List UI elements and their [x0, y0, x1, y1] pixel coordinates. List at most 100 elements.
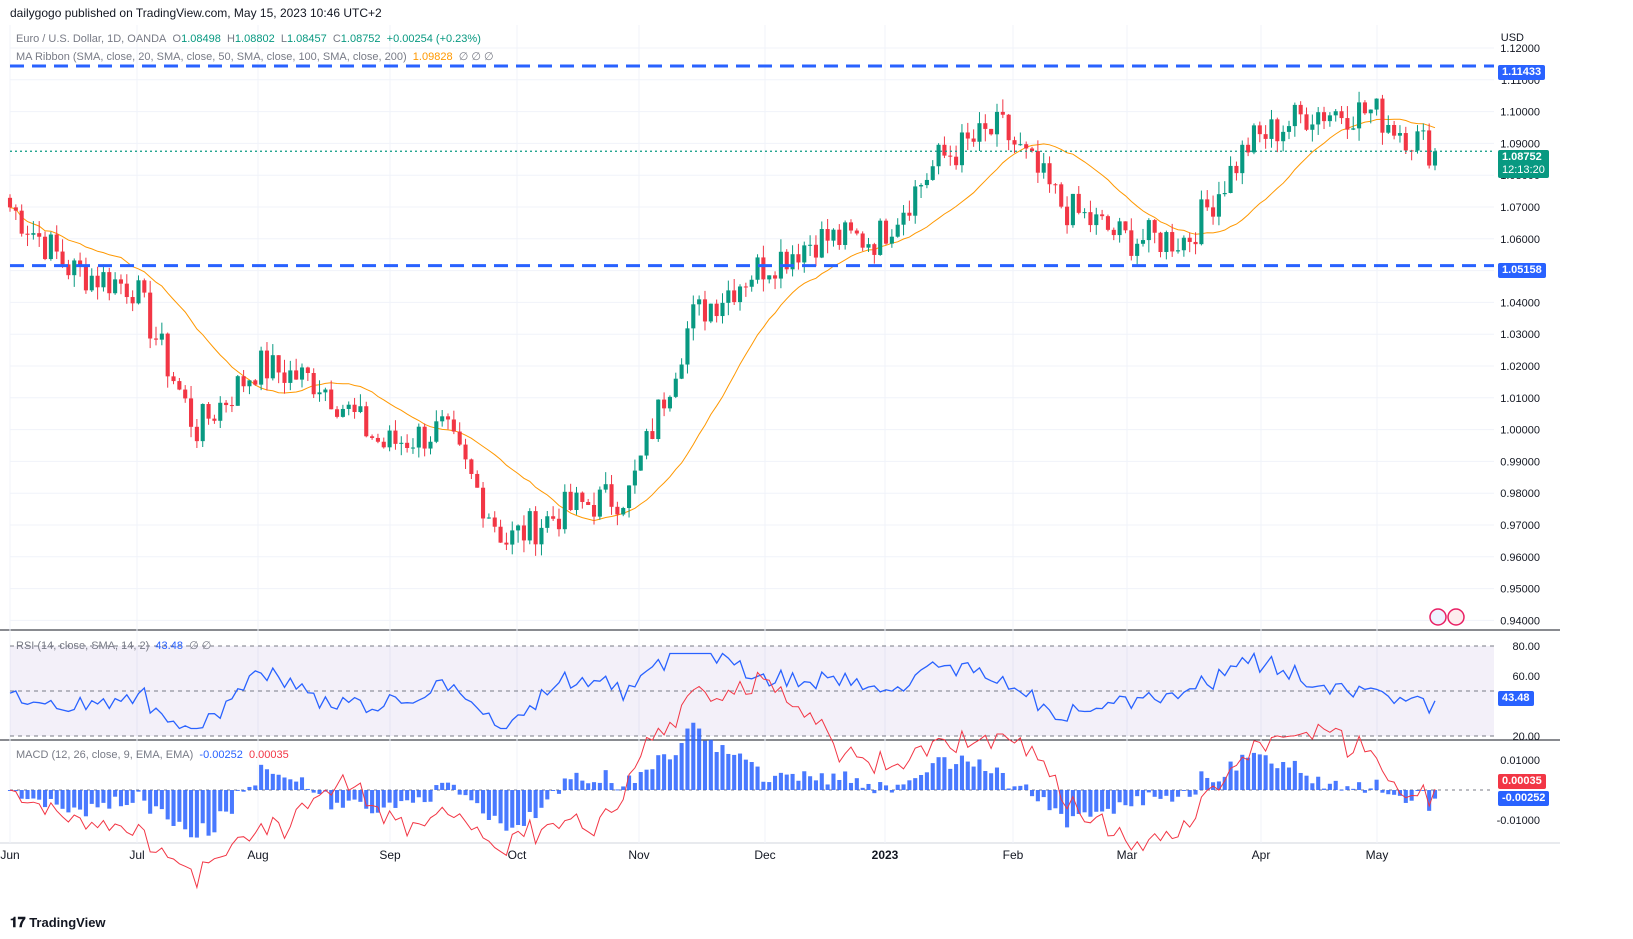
macd-histogram-bar: [335, 790, 340, 803]
price-tick-label: 0.96000: [1500, 552, 1540, 564]
signal-value: 0.00035: [248, 749, 289, 761]
macd-histogram-bar: [95, 790, 100, 808]
macd-signal-line: [9, 671, 1436, 890]
macd-histogram-bar: [282, 777, 287, 790]
candle-body: [737, 286, 743, 303]
macd-histogram-bar: [118, 790, 124, 807]
macd-histogram-bar: [901, 784, 906, 790]
macd-histogram-bar: [959, 755, 964, 790]
macd-legend: MACD (12, 26, close, 9, EMA, EMA) -0.002…: [16, 749, 289, 761]
macd-histogram-bar: [1222, 776, 1227, 790]
macd-histogram-bar: [819, 773, 824, 790]
macd-histogram-bar: [907, 780, 912, 790]
candle-body: [25, 233, 30, 235]
candle-body: [218, 402, 223, 421]
candle-body: [1129, 230, 1134, 256]
macd-histogram-bar: [247, 786, 252, 790]
candle-body: [1281, 131, 1286, 142]
macd-histogram-bar: [264, 769, 270, 790]
signal-badge: 0.00035: [1498, 774, 1546, 789]
macd-histogram-bar: [1357, 782, 1362, 790]
macd-histogram-bar: [451, 784, 456, 790]
candle-body: [586, 501, 591, 506]
macd-histogram-bar: [1105, 790, 1110, 809]
macd-histogram-bar: [919, 774, 924, 790]
candle-body: [1321, 112, 1327, 122]
macd-histogram-bar: [1140, 790, 1146, 806]
candle-body: [936, 144, 941, 167]
candle-body: [650, 431, 655, 439]
macd-histogram-bar: [1432, 790, 1438, 799]
macd-histogram-bar: [1059, 790, 1064, 814]
macd-histogram-bar: [428, 790, 433, 802]
candle-body: [1392, 124, 1397, 136]
macd-histogram-bar: [1199, 771, 1204, 790]
candle-body: [229, 405, 234, 407]
candle-body: [200, 404, 205, 442]
eu-flag-icon: [1429, 608, 1447, 626]
last-price: 1.08752: [1502, 151, 1542, 163]
macd-histogram-bar: [720, 745, 725, 790]
candle-body: [878, 220, 883, 255]
candle-body: [1240, 144, 1245, 174]
candle-body: [282, 372, 287, 383]
candle-body: [556, 518, 562, 530]
candle-body: [159, 333, 164, 340]
ma-20-line: [9, 118, 1436, 522]
candle-body: [1211, 207, 1216, 217]
candle-body: [965, 132, 970, 139]
macd-histogram-bar: [1146, 790, 1151, 793]
macd-histogram-bar: [1316, 776, 1321, 790]
macd-histogram-bar: [224, 790, 229, 812]
candle-body: [463, 444, 468, 460]
candle-body: [335, 409, 340, 417]
macd-histogram-bar: [1117, 790, 1122, 803]
candle-body: [475, 473, 480, 488]
macd-histogram-bar: [66, 790, 71, 813]
candle-body: [130, 297, 135, 304]
macd-histogram-bar: [1047, 790, 1052, 811]
macd-histogram-bar: [545, 790, 550, 800]
price-tick-label: 1.06000: [1500, 234, 1540, 246]
macd-histogram-bar: [54, 790, 59, 805]
time-tick-label: 2023: [872, 848, 899, 862]
candle-body: [1082, 212, 1087, 214]
macd-histogram-bar: [1175, 790, 1181, 797]
candle-body: [247, 380, 252, 387]
candle-body: [445, 416, 451, 420]
macd-histogram-bar: [498, 790, 503, 824]
candle-body: [510, 530, 515, 545]
candle-body: [1421, 130, 1426, 132]
macd-histogram-bar: [737, 753, 743, 790]
macd-histogram-bar: [860, 787, 865, 790]
candle-body: [1216, 194, 1221, 217]
macd-histogram-bar: [1000, 772, 1005, 790]
tradingview-logo[interactable]: 𝟏𝟕 TradingView: [10, 914, 106, 931]
chart-frame[interactable]: 1.120001.110001.100001.090001.080001.070…: [0, 25, 1633, 910]
price-tick-label: 1.04000: [1500, 297, 1540, 309]
candle-body: [574, 492, 579, 510]
support-badge: 1.05158: [1498, 263, 1546, 278]
macd-histogram-bar: [294, 781, 299, 790]
chart-canvas[interactable]: 1.120001.110001.100001.090001.080001.070…: [0, 25, 1633, 910]
time-tick-label: Sep: [379, 848, 401, 862]
macd-histogram-bar: [1205, 777, 1210, 790]
candle-body: [1316, 112, 1321, 125]
macd-histogram-bar: [329, 790, 334, 810]
macd-histogram-bar: [627, 775, 632, 790]
macd-histogram-bar: [866, 783, 871, 790]
candle-body: [942, 144, 947, 156]
time-tick-label: Dec: [754, 848, 775, 862]
macd-histogram-bar: [825, 784, 830, 790]
macd-histogram-bar: [440, 782, 445, 790]
candle-body: [983, 123, 988, 129]
macd-histogram-bar: [1216, 781, 1221, 790]
candle-body: [153, 338, 159, 340]
candle-body: [1065, 206, 1070, 226]
candle-body: [1187, 237, 1192, 242]
candle-body: [393, 430, 398, 444]
candle-body: [305, 367, 310, 374]
candle-body: [1339, 111, 1344, 119]
candle-body: [732, 290, 737, 303]
candle-body: [253, 380, 258, 385]
